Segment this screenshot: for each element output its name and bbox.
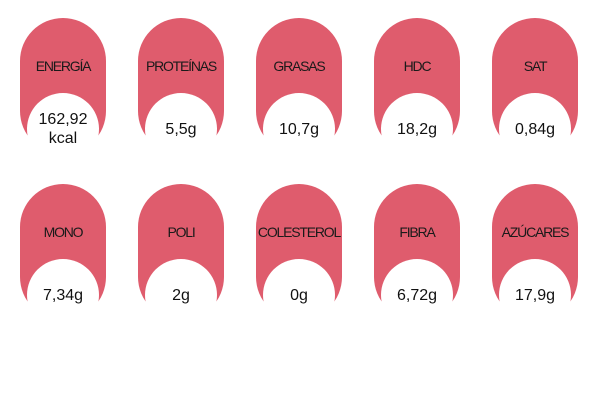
value-circle: 0,84g [499,93,571,165]
nutrient-label: COLESTEROL [257,224,341,240]
nutrition-grid: ENERGÍA 162,92 kcal PROTEÍNAS 5,5g GRASA… [20,18,580,331]
nutrient-label: POLI [167,224,195,240]
nutrient-value: 17,9g [514,286,556,304]
nutrient-card-colesterol: COLESTEROL 0g [256,184,342,331]
nutrient-value: 7,34g [42,286,84,304]
nutrient-value: 10,7g [278,120,320,138]
nutrient-card-sat: SAT 0,84g [492,18,578,165]
nutrient-card-proteinas: PROTEÍNAS 5,5g [138,18,224,165]
value-circle: 2g [145,259,217,331]
nutrient-value: 18,2g [396,120,438,138]
nutrient-label: FIBRA [399,224,435,240]
nutrient-card-hdc: HDC 18,2g [374,18,460,165]
nutrient-value: 5,5g [165,120,197,138]
nutrient-card-poli: POLI 2g [138,184,224,331]
value-circle: 17,9g [499,259,571,331]
value-circle: 0g [263,259,335,331]
nutrient-label: HDC [403,58,432,74]
nutrient-label: GRASAS [273,58,325,74]
nutrient-card-energia: ENERGÍA 162,92 kcal [20,18,106,165]
nutrient-card-grasas: GRASAS 10,7g [256,18,342,165]
nutrient-label: SAT [523,58,548,74]
nutrient-value: 162,92 kcal [38,111,88,147]
nutrient-value: 0g [290,286,308,304]
value-circle: 10,7g [263,93,335,165]
nutrient-value: 2g [172,286,190,304]
nutrient-value: 0,84g [514,120,556,138]
value-circle: 7,34g [27,259,99,331]
nutrient-card-fibra: FIBRA 6,72g [374,184,460,331]
nutrient-label: AZÚCARES [501,224,570,240]
value-circle: 162,92 kcal [27,93,99,165]
nutrient-value: 6,72g [396,286,438,304]
nutrient-label: ENERGÍA [35,58,92,74]
nutrient-label: MONO [43,224,84,240]
value-circle: 6,72g [381,259,453,331]
value-circle: 18,2g [381,93,453,165]
value-circle: 5,5g [145,93,217,165]
nutrient-card-azucares: AZÚCARES 17,9g [492,184,578,331]
nutrient-card-mono: MONO 7,34g [20,184,106,331]
nutrient-label: PROTEÍNAS [145,58,217,74]
